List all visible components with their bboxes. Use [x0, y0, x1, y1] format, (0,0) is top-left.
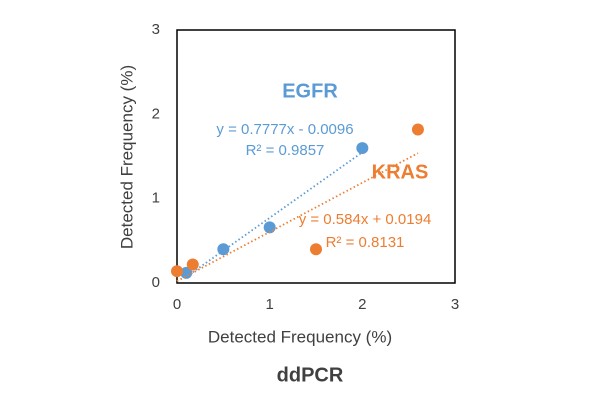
trend-r2: R² = 0.8131 [326, 234, 405, 251]
data-point [186, 258, 199, 271]
data-point [411, 123, 424, 136]
series-label: EGFR [282, 80, 338, 102]
x-tick-label: 3 [451, 296, 459, 313]
trend-equation: y = 0.7777x - 0.0096 [216, 121, 353, 138]
data-point [217, 243, 230, 256]
y-tick-label: 0 [152, 274, 160, 291]
data-point [171, 265, 183, 278]
x-tick-label: 2 [358, 296, 366, 313]
plot-frame [176, 29, 456, 284]
x-axis-title: Detected Frequency (%) [208, 327, 392, 346]
y-axis-title: Detected Frequency (%) [117, 65, 136, 249]
y-tick-label: 1 [152, 190, 160, 207]
x-tick-label: 0 [173, 296, 181, 313]
data-point [180, 266, 193, 279]
chart-subtitle: ddPCR [277, 364, 344, 386]
data-point [310, 243, 322, 256]
trend-r2: R² = 0.9857 [246, 142, 325, 159]
trend-equation: y = 0.584x + 0.0194 [299, 211, 432, 228]
trendline [176, 152, 419, 282]
y-tick-label: 3 [152, 21, 160, 38]
y-tick-label: 2 [152, 105, 160, 122]
data-point [356, 142, 369, 155]
series-label: KRAS [372, 161, 429, 183]
x-tick-label: 1 [265, 296, 273, 313]
